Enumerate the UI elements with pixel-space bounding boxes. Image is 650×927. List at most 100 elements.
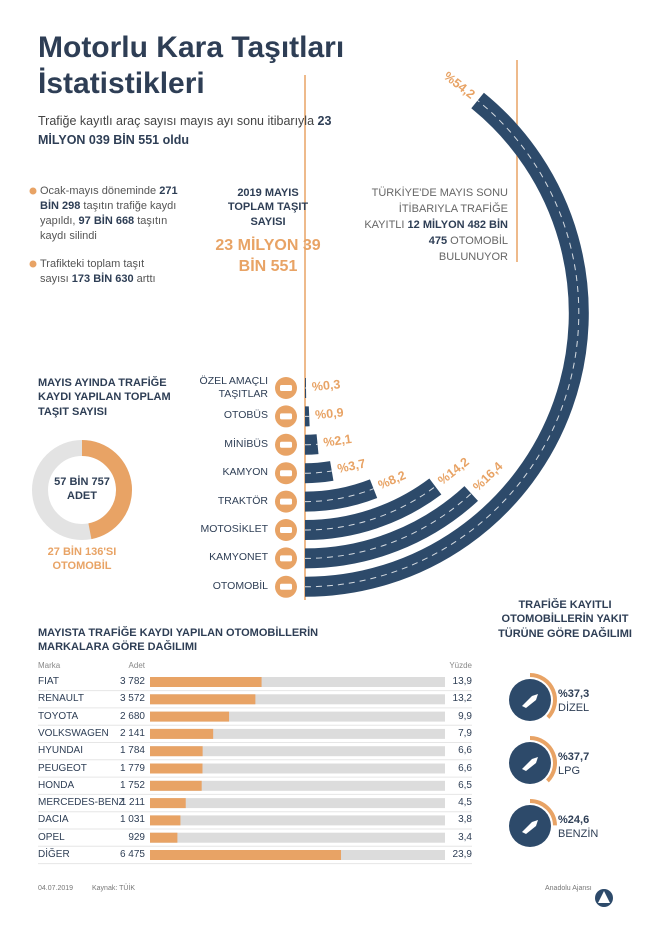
value-label: %8,2 <box>376 468 408 492</box>
icon-glyph <box>280 385 292 391</box>
icon-glyph <box>280 413 292 420</box>
bold-text: 23 MİLYON 039 BİN 551 oldu <box>38 114 332 147</box>
bold-text: 97 BİN 668 <box>78 214 135 227</box>
gauge-arc <box>529 673 557 719</box>
share-label: 6,5 <box>458 779 472 791</box>
value-label: %37,7 <box>558 751 589 763</box>
count-label: 1 779 <box>119 762 145 774</box>
share-label: 3,8 <box>458 814 472 826</box>
column-header: Adet <box>128 661 145 670</box>
value-label: %0,9 <box>314 405 344 422</box>
text: Trafiğe kayıtlı araç sayısı mayıs ayı so… <box>38 114 318 128</box>
bar-track <box>150 798 445 809</box>
chart-title: MAYIS AYINDA TRAFİĞE KAYDI YAPILAN TOPLA… <box>38 377 171 418</box>
share-label: 7,9 <box>458 727 472 739</box>
bar-track <box>150 763 445 774</box>
logo <box>595 889 613 907</box>
column-header: Marka <box>38 661 61 670</box>
category-label: PEUGEOT <box>38 762 87 774</box>
lane-stripe <box>304 470 332 474</box>
donut-value-label: 27 BİN 136'SI OTOMOBİL <box>47 546 117 573</box>
bold-text: 12 MİLYON 482 BİN 475 <box>407 218 508 247</box>
bar-track <box>150 711 445 722</box>
category-label: OTOBÜS <box>223 409 268 422</box>
lane-stripe <box>304 100 580 588</box>
paragraph: Trafikteki toplam taşıt sayısı 173 BİN 6… <box>40 257 170 287</box>
category-label: RENAULT <box>38 693 84 705</box>
icon-glyph <box>280 527 292 533</box>
count-label: 929 <box>128 831 145 843</box>
icon-glyph <box>280 583 292 590</box>
value-label: %14,2 <box>435 455 471 488</box>
icon-glyph <box>280 441 292 448</box>
category-label: FIAT <box>38 676 59 687</box>
bar <box>150 832 178 843</box>
bar <box>150 763 203 774</box>
share-label: 13,9 <box>452 676 472 687</box>
text: OTOMOBİL BULUNUYOR <box>438 234 508 263</box>
bar <box>150 728 214 739</box>
value-label: %2,1 <box>322 432 352 450</box>
bullet <box>29 260 37 268</box>
text: Trafikteki toplam taşıt sayısı <box>40 258 145 285</box>
category-label: OTOMOBİL <box>212 579 268 592</box>
bar <box>150 711 230 722</box>
lane-stripe <box>304 488 374 503</box>
share-label: 4,5 <box>458 797 472 809</box>
share-label: 6,6 <box>458 762 472 774</box>
count-label: 3 572 <box>119 693 145 705</box>
icon-glyph <box>280 555 292 562</box>
share-label: 6,6 <box>458 745 472 757</box>
bar-track <box>150 694 445 705</box>
bar <box>150 694 256 705</box>
lane-stripe <box>304 443 318 446</box>
chart-title: TRAFİĞE KAYITLI OTOMOBİLLERİN YAKIT TÜRÜ… <box>498 599 632 640</box>
count-label: 3 782 <box>119 676 145 687</box>
count-label: 1 211 <box>120 797 145 809</box>
title: Motorlu Kara Taşıtları İstatistikleri <box>38 31 345 100</box>
footer-source: Kaynak: TÜİK <box>92 885 136 892</box>
count-label: 1 031 <box>119 814 145 826</box>
category-label: HYUNDAI <box>38 745 84 757</box>
paragraph: Trafiğe kayıtlı araç sayısı mayıs ayı so… <box>38 112 338 150</box>
share-label: 9,9 <box>458 710 472 722</box>
value-label: %54,2 <box>441 69 478 102</box>
share-label: 13,2 <box>452 693 472 705</box>
bar-track <box>150 832 445 843</box>
count-label: 2 141 <box>119 727 145 739</box>
category-label: KAMYONET <box>209 551 268 564</box>
bar-track <box>150 780 445 791</box>
category-label: MERCEDES-BENZ <box>38 797 125 809</box>
fuel-icon <box>522 694 538 708</box>
category-label: OPEL <box>38 831 65 843</box>
bar <box>150 677 262 687</box>
footer-agency: Anadolu Ajansı <box>545 885 592 892</box>
bar <box>150 815 181 826</box>
text: Ocak-mayıs döneminde <box>40 185 160 197</box>
count-label: 6 475 <box>119 849 145 860</box>
icon-glyph <box>280 498 292 505</box>
value-label: %0,3 <box>311 377 341 394</box>
share-label: 3,4 <box>458 831 472 843</box>
lane-stripe <box>304 486 436 531</box>
bold-text: 271 BİN 298 <box>40 185 178 212</box>
category-label: ÖZEL AMAÇLI TAŞITLAR <box>199 375 268 401</box>
category-label: TRAKTÖR <box>217 494 268 507</box>
footer-date: 04.07.2019 <box>38 885 74 892</box>
donut-center-label: 57 BİN 757 ADET <box>54 476 110 503</box>
bar-track <box>150 728 445 739</box>
bar <box>150 850 342 860</box>
value-label: %3,7 <box>336 456 367 476</box>
count-label: 1 752 <box>119 779 145 791</box>
category-label: DACIA <box>38 814 69 826</box>
value-label: %24,6 <box>558 814 589 826</box>
value-label: %37,3 <box>558 688 589 700</box>
share-label: 23,9 <box>452 849 472 860</box>
category-label: MİNİBÜS <box>224 437 268 450</box>
bar-track <box>150 746 445 757</box>
category-label: LPG <box>558 765 580 777</box>
fuel-icon <box>522 757 538 771</box>
bar-track <box>150 677 445 687</box>
text: TÜRKİYE'DE MAYIS SONU İTİBARIYLA TRAFİĞE… <box>364 187 508 231</box>
